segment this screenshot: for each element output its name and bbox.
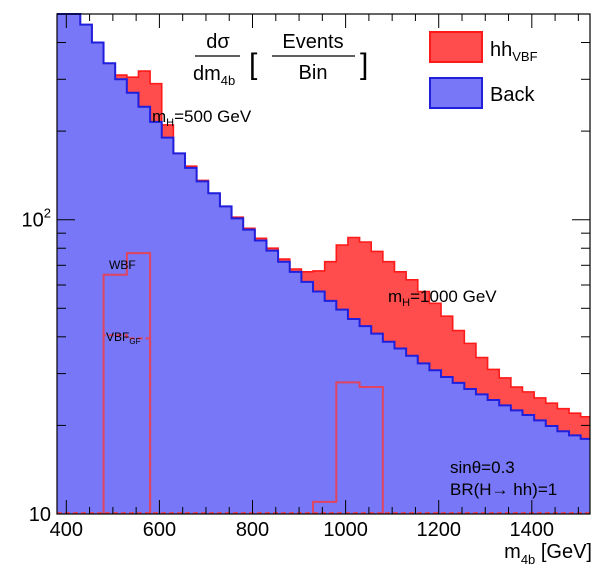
background-bar: [103, 63, 116, 514]
formula-units-numerator: Events: [282, 31, 343, 53]
background-bar: [150, 121, 163, 515]
background-bar: [464, 388, 477, 514]
axes-layer: 400 600 800 1000 1200 1400 10 102: [22, 13, 591, 541]
fill-layer: [57, 14, 591, 515]
vbf-gf-label: VBFGF: [106, 330, 141, 346]
formula-bracket-right: ]: [360, 48, 368, 81]
legend: hhVBF Back: [429, 31, 538, 109]
background-bar: [441, 377, 454, 514]
background-bar: [266, 250, 279, 514]
legend-swatch-signal: [429, 31, 483, 63]
legend-label-background: Back: [490, 84, 535, 106]
background-bar: [91, 42, 104, 514]
x-tick-label: 1200: [416, 519, 461, 541]
formula: dσ dm4b [ Events Bin ]: [193, 31, 368, 88]
background-bar: [569, 435, 582, 514]
y-tick-label: 102: [22, 206, 51, 232]
background-bar: [115, 79, 128, 515]
background-bar: [196, 181, 209, 514]
params-line-1: sinθ=0.3: [450, 458, 515, 477]
x-tick-label: 400: [50, 519, 83, 541]
background-bar: [534, 420, 547, 514]
background-bar: [208, 193, 221, 514]
wbf-signal-line: [102, 252, 384, 514]
background-bar: [254, 240, 267, 514]
wbf-label: WBF: [109, 258, 136, 272]
line-layer: [57, 13, 590, 514]
background-bar: [301, 281, 314, 514]
background-bar: [371, 333, 384, 514]
background-bar: [522, 414, 535, 514]
params-line-2: BR(H→ hh)=1: [450, 480, 557, 499]
background-bar: [557, 431, 570, 514]
background-bar: [359, 326, 372, 514]
peak-label-500: mH=500 GeV: [152, 107, 252, 129]
background-bar: [185, 167, 198, 514]
x-tick-label: 1400: [510, 519, 555, 541]
background-bar: [278, 261, 291, 514]
x-tick-label: 600: [143, 519, 176, 541]
legend-swatch-background: [429, 77, 483, 109]
background-bar: [580, 438, 591, 514]
background-bar: [429, 370, 442, 514]
plot-frame: [56, 13, 591, 515]
background-bar: [406, 355, 419, 514]
background-bar: [487, 399, 500, 514]
background-bar: [173, 153, 186, 515]
background-bar: [289, 271, 302, 514]
background-bar: [510, 410, 523, 514]
background-bar: [324, 300, 337, 514]
background-bar: [231, 218, 244, 514]
vbf-gf-signal-line: [102, 334, 152, 514]
background-bar: [313, 291, 326, 514]
formula-numerator: dσ: [206, 31, 230, 53]
background-bar: [347, 318, 360, 514]
background-bar: [243, 229, 256, 514]
x-tick-label: 800: [236, 519, 269, 541]
background-bar: [545, 426, 558, 514]
background-bar: [161, 137, 174, 515]
background-bar: [138, 106, 151, 515]
background-bar: [452, 382, 465, 514]
legend-label-signal: hhVBF: [490, 39, 538, 64]
background-bar: [475, 394, 488, 514]
background-bar: [57, 14, 70, 514]
background-bar: [219, 206, 232, 515]
background-bar: [499, 405, 512, 514]
background-bar: [80, 24, 93, 514]
signal-outline: [57, 13, 590, 418]
formula-denominator: dm4b: [193, 63, 235, 88]
y-tick-label: 10: [29, 504, 51, 526]
formula-units-denominator: Bin: [299, 62, 328, 84]
peak-label-1000: mH=1000 GeV: [388, 287, 497, 309]
background-bar: [336, 309, 349, 514]
x-axis-title: m4b [GeV]: [504, 541, 592, 567]
background-outline: [57, 13, 590, 440]
formula-bracket-left: [: [249, 48, 258, 81]
background-bar: [382, 341, 395, 514]
background-bar: [68, 14, 81, 514]
background-bar: [417, 363, 430, 514]
background-bar: [394, 348, 407, 514]
x-tick-label: 1000: [323, 519, 368, 541]
background-bar: [126, 92, 139, 514]
